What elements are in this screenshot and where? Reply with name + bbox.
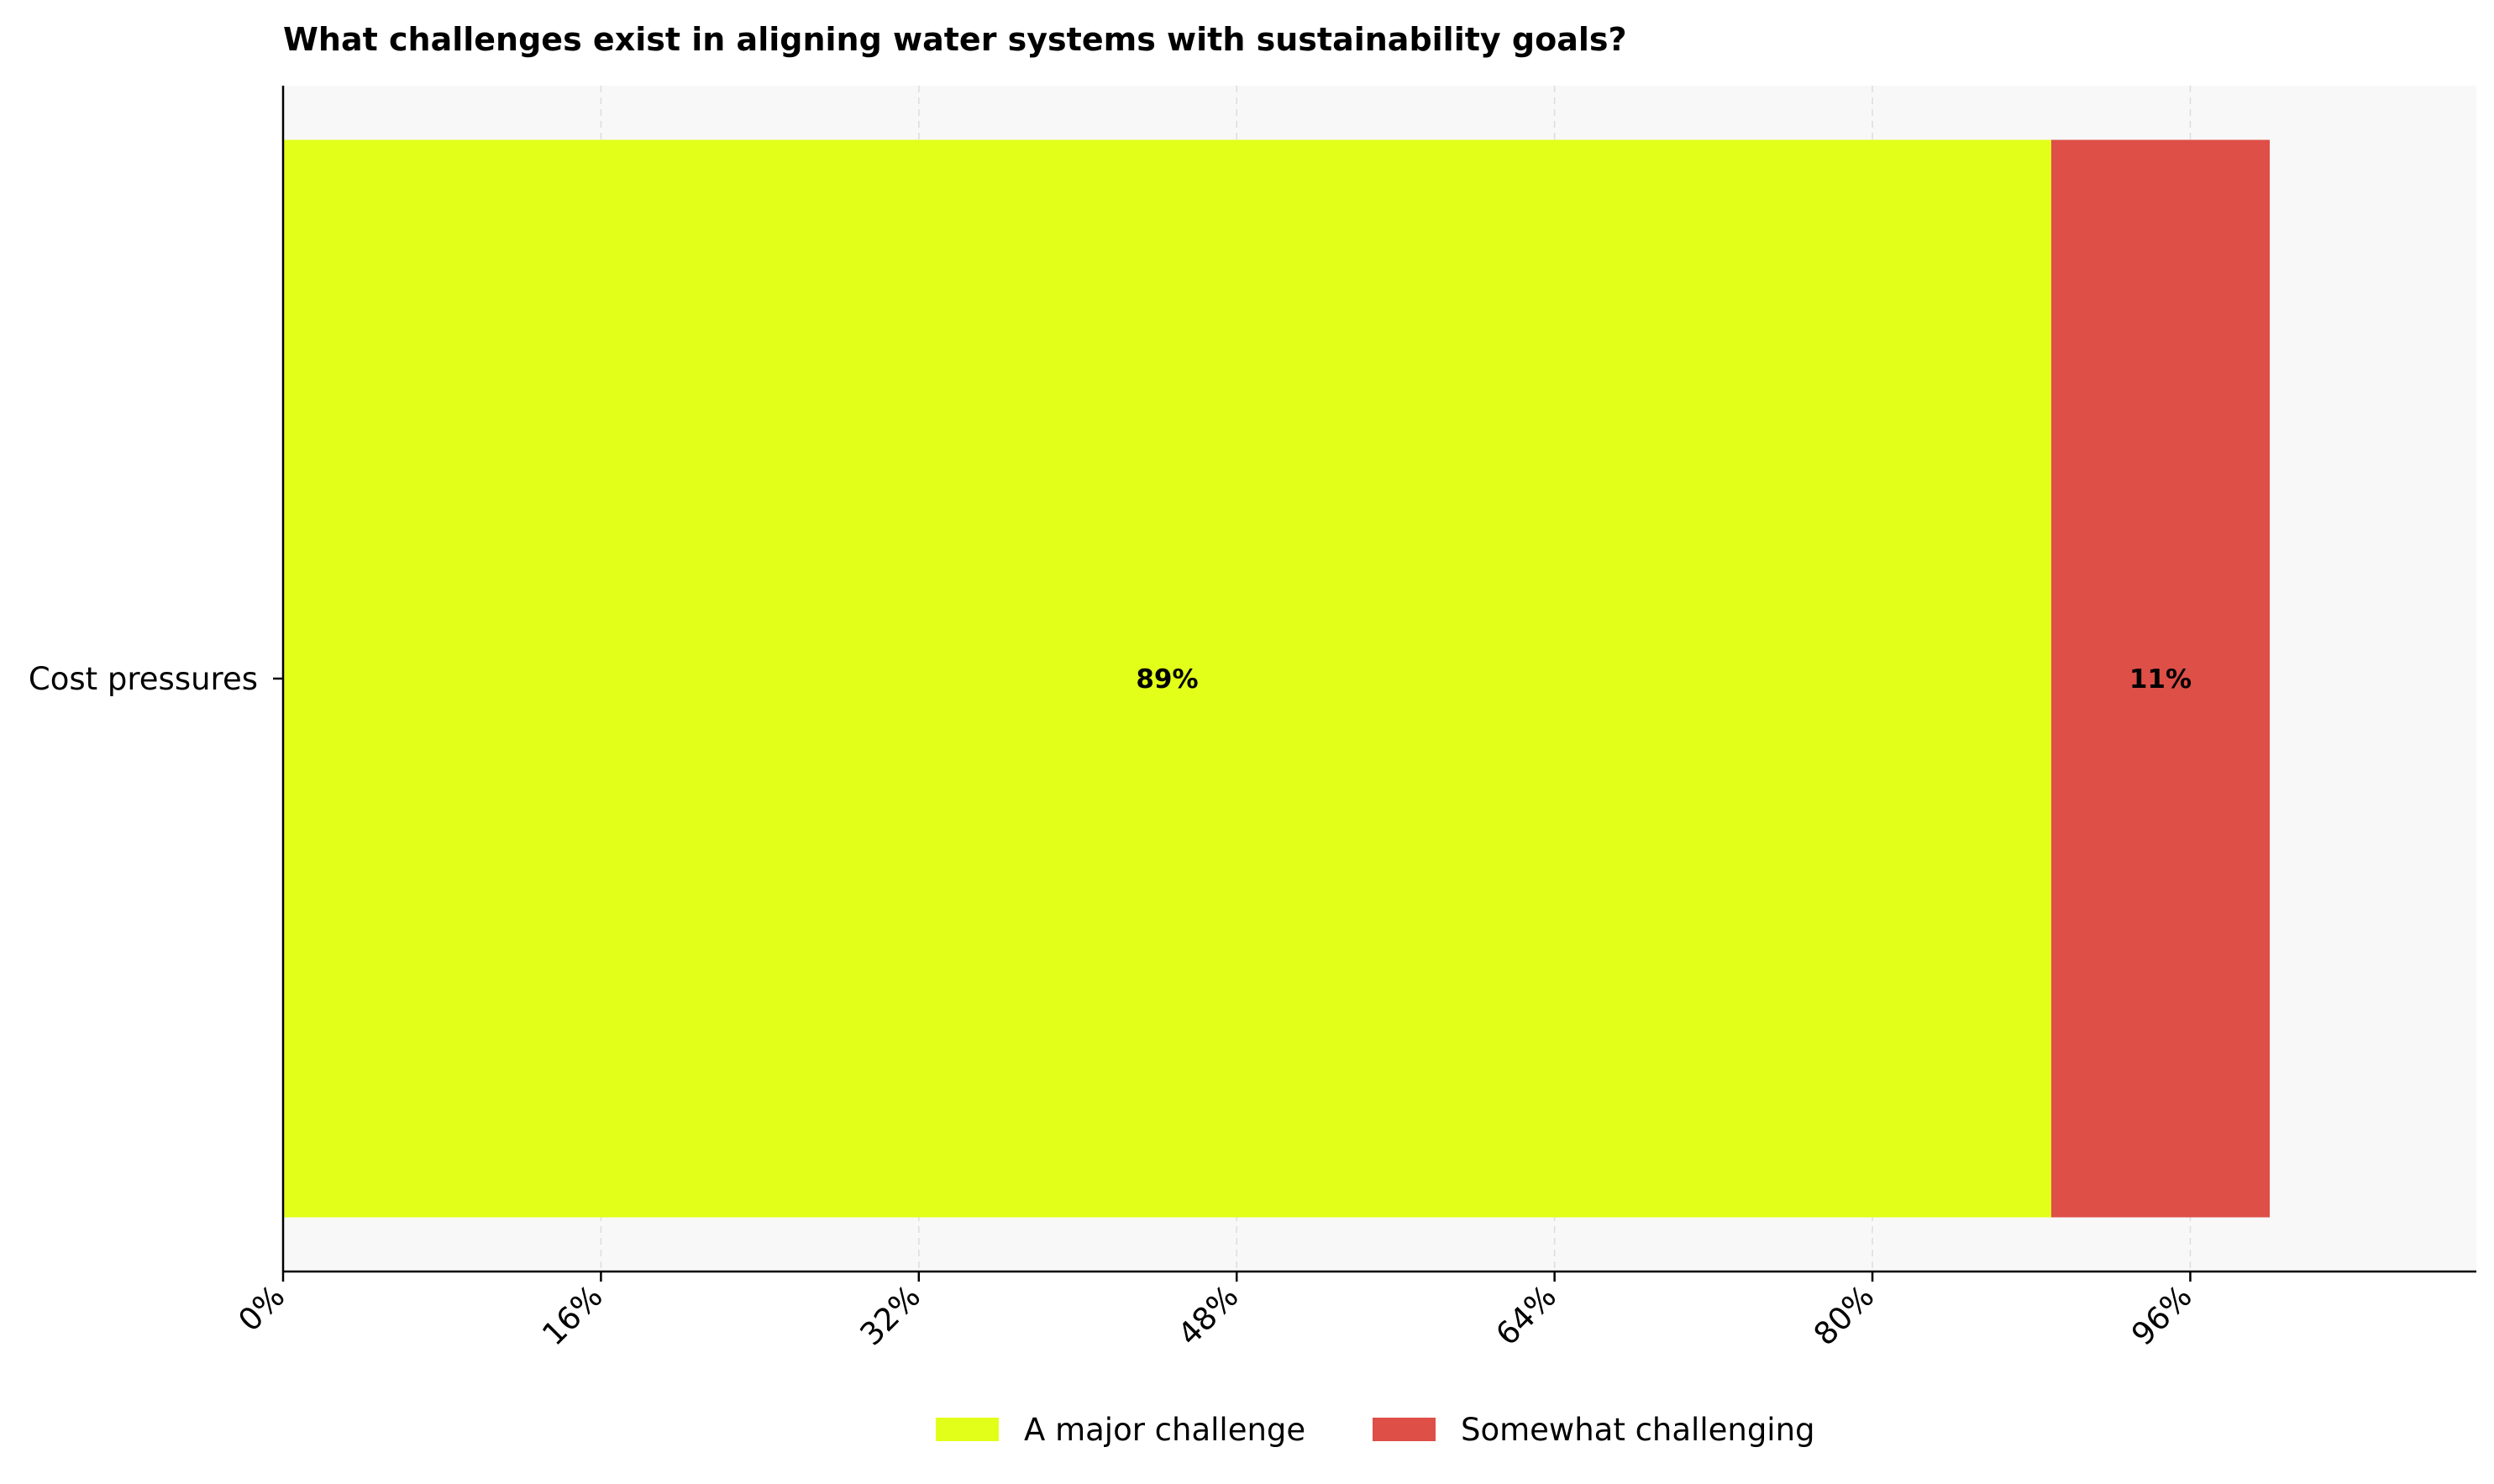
chart-title: What challenges exist in aligning water … bbox=[283, 21, 1627, 58]
x-tick-label: 0% bbox=[231, 1278, 291, 1339]
bars bbox=[283, 139, 2271, 1218]
bar-value-label-1: 11% bbox=[2129, 664, 2192, 695]
legend-label-0: A major challenge bbox=[1024, 1412, 1305, 1448]
y-category-label: Cost pressures bbox=[29, 661, 258, 697]
x-tick-label: 96% bbox=[2124, 1278, 2199, 1353]
x-tick-label: 16% bbox=[535, 1278, 610, 1353]
legend-swatch-0 bbox=[936, 1418, 999, 1441]
legend-swatch-1 bbox=[1373, 1418, 1436, 1441]
bar-segment-0 bbox=[283, 139, 2051, 1218]
x-axis-ticks: 0% 16% 32% 48% 64% 80% 96% bbox=[231, 1272, 2199, 1353]
bar-segment-1 bbox=[2050, 139, 2271, 1218]
x-tick-label: 32% bbox=[853, 1278, 928, 1353]
x-tick-label: 64% bbox=[1489, 1278, 1563, 1353]
legend: A major challenge Somewhat challenging bbox=[936, 1412, 1815, 1448]
x-tick-label: 80% bbox=[1807, 1278, 1882, 1353]
y-axis-ticks: Cost pressures bbox=[29, 661, 283, 697]
x-tick-label: 48% bbox=[1171, 1278, 1246, 1353]
legend-label-1: Somewhat challenging bbox=[1461, 1412, 1815, 1448]
data-labels: 89% 11% bbox=[1136, 664, 2192, 695]
bar-value-label-0: 89% bbox=[1136, 664, 1198, 695]
